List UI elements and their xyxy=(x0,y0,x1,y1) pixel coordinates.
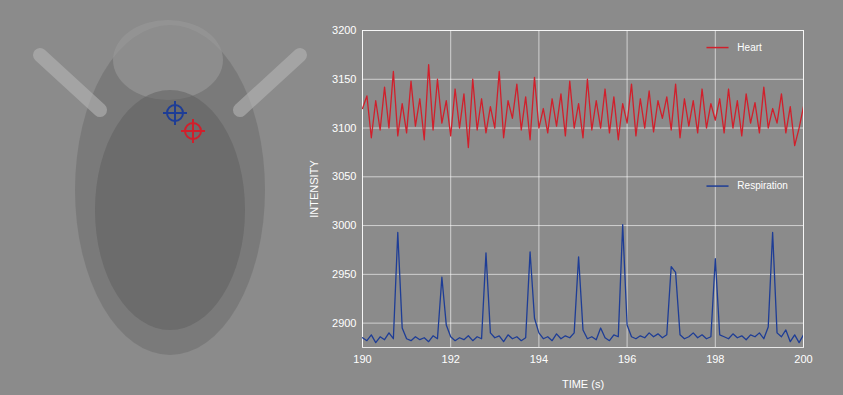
svg-text:192: 192 xyxy=(442,353,460,365)
svg-text:3200: 3200 xyxy=(332,24,356,36)
svg-text:3100: 3100 xyxy=(332,122,356,134)
svg-text:3150: 3150 xyxy=(332,73,356,85)
svg-text:198: 198 xyxy=(706,353,724,365)
svg-text:Heart: Heart xyxy=(737,42,762,53)
svg-text:INTENSITY: INTENSITY xyxy=(308,160,320,218)
svg-text:194: 194 xyxy=(530,353,548,365)
svg-text:196: 196 xyxy=(618,353,636,365)
svg-text:3000: 3000 xyxy=(332,219,356,231)
svg-text:3050: 3050 xyxy=(332,170,356,182)
svg-text:Respiration: Respiration xyxy=(737,180,788,191)
svg-text:2950: 2950 xyxy=(332,268,356,280)
svg-text:TIME (s): TIME (s) xyxy=(562,378,604,390)
svg-text:190: 190 xyxy=(353,353,371,365)
svg-text:200: 200 xyxy=(794,353,812,365)
svg-text:2900: 2900 xyxy=(332,317,356,329)
